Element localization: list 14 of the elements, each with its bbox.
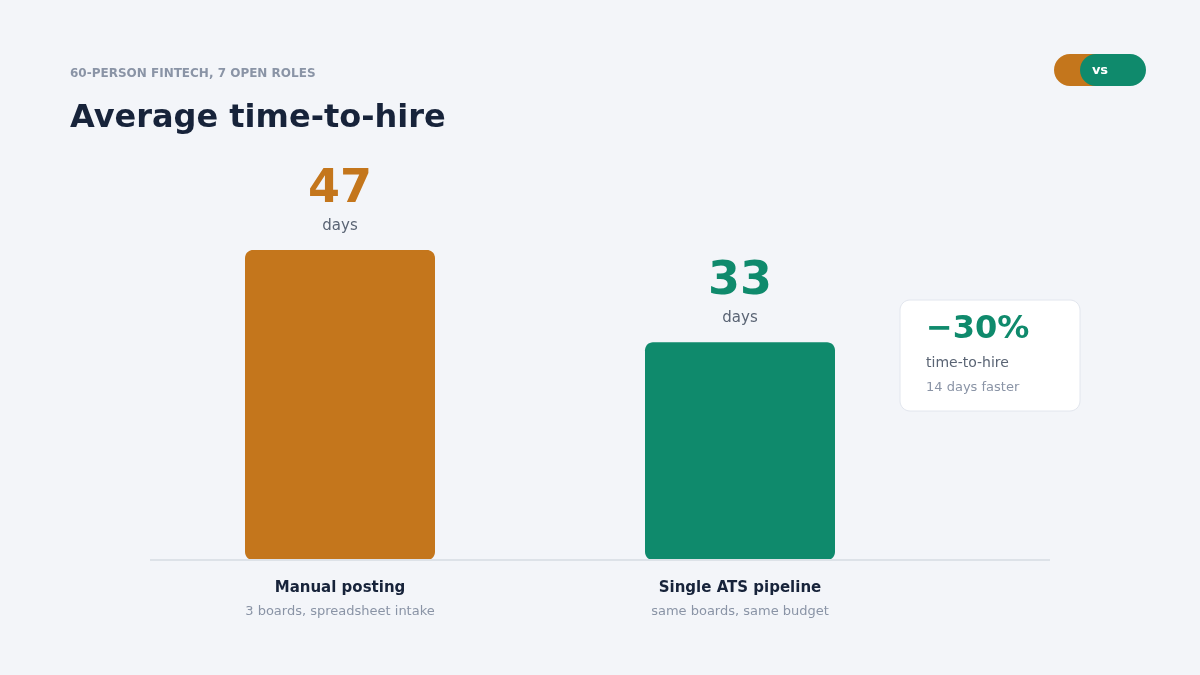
data-label: 33 (707, 251, 773, 306)
annotation: −30% (926, 308, 1030, 346)
annotation: days (722, 308, 758, 327)
chart-subtitle: 60-PERSON FINTECH, 7 OPEN ROLES (70, 66, 316, 80)
x-tick-label: Manual posting (274, 578, 406, 596)
annotation: days (322, 216, 358, 234)
annotation: 14 days faster (926, 379, 1020, 394)
annotation: time-to-hire (926, 354, 1009, 370)
text: same boards, same budget (651, 603, 829, 618)
text: 3 boards, spreadsheet intake (245, 603, 435, 618)
text: vs (1091, 62, 1109, 77)
chart-title: Average time-to-hire (70, 97, 446, 135)
x-tick-label: Single ATS pipeline (658, 578, 822, 596)
data-label: 47 (307, 159, 373, 213)
